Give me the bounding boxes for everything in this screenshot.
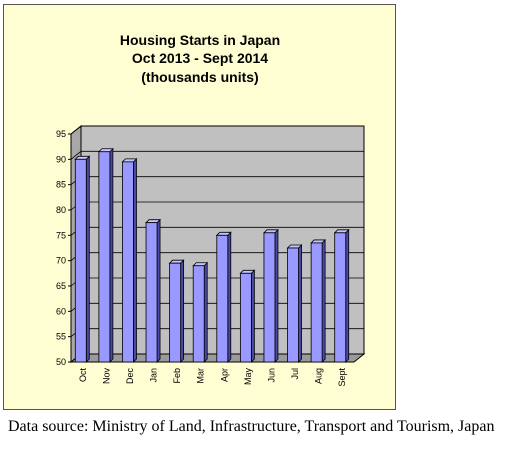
chart-title-line-3: (thousands units) xyxy=(141,69,258,85)
bar-side xyxy=(133,157,137,363)
chart-title-line-2: Oct 2013 - Sept 2014 xyxy=(132,50,268,66)
y-tick-label: 85 xyxy=(56,180,66,190)
y-tick-label: 80 xyxy=(56,205,66,215)
bar-top xyxy=(192,262,209,267)
bar-side xyxy=(274,228,279,363)
bar xyxy=(310,242,323,363)
bar xyxy=(122,161,134,363)
bar xyxy=(334,232,347,363)
bar-top xyxy=(286,244,303,249)
y-tick-label: 65 xyxy=(56,281,66,291)
bar-top xyxy=(97,148,114,153)
bar-top xyxy=(168,259,185,264)
gridline xyxy=(70,150,364,160)
x-tick-label: Sept xyxy=(337,368,347,387)
x-tick-label: Jan xyxy=(149,368,159,383)
y-tick-label: 50 xyxy=(56,357,66,367)
bar xyxy=(263,232,276,363)
bar-side xyxy=(298,244,302,363)
bar-side xyxy=(227,231,232,363)
x-tick-label: Nov xyxy=(101,368,111,385)
x-tick-label: Feb xyxy=(172,368,182,384)
bar xyxy=(74,158,87,363)
bar-side xyxy=(85,155,90,363)
housing-starts-chart: Housing Starts in Japan Oct 2013 - Sept … xyxy=(56,32,366,387)
chart-frame: Housing Starts in Japan Oct 2013 - Sept … xyxy=(3,4,396,410)
y-tick-label: 70 xyxy=(56,256,66,266)
gridline xyxy=(70,125,364,135)
bar-side xyxy=(156,218,161,363)
bar-top xyxy=(145,219,162,224)
bar-top xyxy=(74,155,91,160)
bar-side xyxy=(109,147,114,363)
x-tick-label: Jun xyxy=(266,368,276,383)
x-tick-label: Aug xyxy=(314,368,324,384)
x-tick-label: Dec xyxy=(125,368,135,385)
x-tick-label: Oct xyxy=(78,368,88,383)
plot-area: 50 55 60 65 70 75 80 85 90 95 Oct Nov Dec Jan Feb Mar Ap… xyxy=(56,124,366,387)
bar-side xyxy=(250,269,255,363)
y-tick-label: 95 xyxy=(56,129,66,139)
x-tick-label: May xyxy=(243,368,253,386)
bar xyxy=(287,247,299,363)
y-tick-label: 75 xyxy=(56,230,66,240)
bar xyxy=(192,265,205,363)
bar xyxy=(239,272,252,363)
y-tick-label: 55 xyxy=(56,332,66,342)
y-tick-label: 90 xyxy=(56,154,66,164)
bar-top xyxy=(262,229,279,234)
x-tick-label: Jul xyxy=(290,368,300,380)
bar-side xyxy=(345,228,350,363)
chart-title-line-1: Housing Starts in Japan xyxy=(120,32,280,48)
y-tick-label: 60 xyxy=(56,306,66,316)
bar xyxy=(145,222,158,363)
data-source-note: Data source: Ministry of Land, Infrastru… xyxy=(8,418,495,435)
bar-side xyxy=(180,259,185,363)
bar xyxy=(169,262,182,363)
x-tick-label: Apr xyxy=(219,368,229,382)
bar-top xyxy=(333,229,350,234)
bar-top xyxy=(239,269,256,274)
bar-side xyxy=(203,261,208,363)
bar-top xyxy=(310,239,327,244)
x-tick-label: Mar xyxy=(196,368,206,384)
bar-top xyxy=(215,231,232,236)
bar xyxy=(98,151,111,363)
bar-side xyxy=(321,238,326,363)
bar-top xyxy=(121,158,138,163)
bar xyxy=(216,234,229,363)
